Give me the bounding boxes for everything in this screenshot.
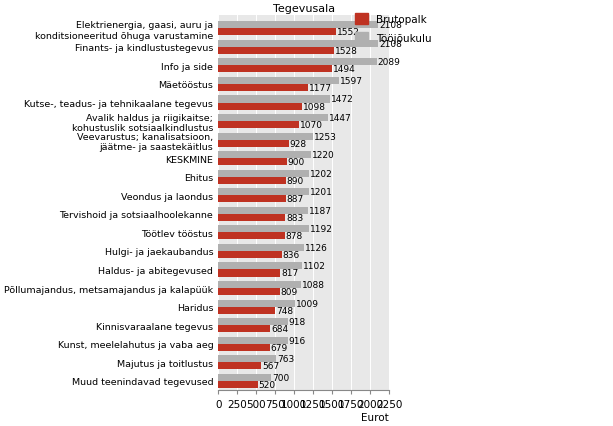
Bar [218,300,295,307]
Text: 1009: 1009 [295,299,319,308]
Text: 2108: 2108 [379,40,402,49]
Bar [218,363,261,369]
Text: 700: 700 [272,373,289,382]
Bar [218,318,288,325]
Text: 878: 878 [286,232,303,241]
Bar [218,355,276,363]
Text: 1192: 1192 [310,225,332,234]
Bar [218,41,378,48]
Text: 809: 809 [281,288,298,296]
Bar [218,177,286,184]
Bar [218,85,308,92]
Text: 763: 763 [277,354,294,363]
Text: 1102: 1102 [303,262,326,271]
Bar [218,263,302,270]
Bar [218,251,281,258]
Bar [218,288,280,295]
Bar [218,337,287,344]
Text: 1088: 1088 [302,280,325,289]
Text: 1126: 1126 [305,243,327,252]
Bar [218,214,285,222]
Text: 1472: 1472 [331,95,354,104]
Bar [218,270,280,277]
Text: 890: 890 [287,176,304,185]
Bar [218,103,302,110]
Text: 1187: 1187 [309,206,332,215]
Legend: Brutopalk, Tööjõukulu: Brutopalk, Tööjõukulu [356,14,432,44]
Bar [218,196,286,203]
Bar [218,159,286,166]
Text: 1098: 1098 [302,102,326,111]
Text: 1202: 1202 [310,169,333,178]
Text: 2089: 2089 [378,58,401,67]
Text: 883: 883 [286,213,303,222]
Bar [218,170,310,177]
Text: 1220: 1220 [312,151,335,160]
Text: 748: 748 [276,306,293,315]
Text: 817: 817 [281,269,299,278]
Text: 684: 684 [271,324,288,334]
Text: 520: 520 [259,380,276,389]
Bar [218,29,336,36]
Bar [218,152,311,159]
Text: 679: 679 [271,343,288,352]
Text: 1201: 1201 [310,188,333,197]
Text: 1253: 1253 [314,132,337,141]
Text: 567: 567 [262,361,280,370]
Bar [218,122,299,129]
Bar [218,133,313,140]
Text: 928: 928 [289,139,306,148]
Bar [218,59,377,66]
Bar [218,226,309,233]
Bar [218,22,378,29]
Bar [218,78,340,85]
Text: 900: 900 [287,158,305,167]
Text: 1447: 1447 [329,114,352,123]
Bar [218,48,334,55]
Bar [218,374,272,381]
Text: 1528: 1528 [335,47,358,56]
Bar [218,233,285,240]
Bar [218,66,332,73]
Text: 918: 918 [289,317,306,326]
Bar [218,325,270,332]
Text: 887: 887 [286,195,303,204]
Bar [218,189,310,196]
Text: 2108: 2108 [379,21,402,30]
Bar [218,244,303,251]
Bar [218,115,328,122]
Text: 836: 836 [283,250,300,259]
Text: 1177: 1177 [308,84,332,93]
Bar [218,96,330,103]
Bar [218,344,270,351]
Text: 1597: 1597 [340,77,364,86]
Text: 916: 916 [289,336,306,345]
Text: 1494: 1494 [333,65,356,74]
Text: 1552: 1552 [337,28,360,37]
Bar [218,207,308,214]
X-axis label: Eurot: Eurot [361,412,389,422]
Text: 1070: 1070 [300,121,323,130]
Bar [218,140,289,147]
Bar [218,281,301,288]
Bar [218,307,275,314]
Title: Tegevusala: Tegevusala [273,4,335,14]
Bar [218,381,257,388]
